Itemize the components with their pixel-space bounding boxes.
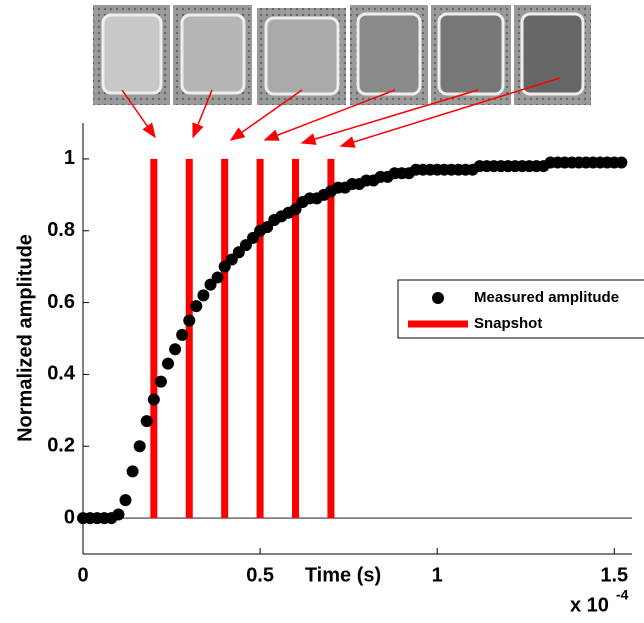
arrow [121, 89, 156, 139]
data-point [162, 357, 175, 370]
data-point [140, 415, 153, 428]
plot-area: 0 0.2 0.4 0.6 0.8 1 0 0.5 1 1.5 [47, 123, 632, 586]
arrow [229, 89, 303, 141]
y-tick-label: 0.8 [47, 219, 75, 241]
data-point [147, 393, 160, 406]
legend-box [397, 279, 644, 339]
snapshot-image [173, 5, 252, 105]
arrow [192, 89, 213, 139]
legend-marker [432, 292, 444, 304]
x-tick-label: 1 [432, 564, 443, 586]
arrows [121, 77, 561, 148]
arrow [263, 89, 396, 141]
data-point [154, 375, 167, 388]
snapshot-image [514, 5, 591, 105]
x-multiplier-exponent: -4 [616, 587, 629, 603]
y-axis-label: Normalized amplitude [14, 234, 36, 442]
data-point [176, 328, 189, 341]
arrow [339, 77, 561, 148]
legend-label: Snapshot [474, 315, 542, 332]
x-tick-label: 0 [77, 564, 88, 586]
data-point [211, 271, 224, 284]
snapshot-image [93, 5, 170, 105]
data-point [190, 300, 203, 313]
y-tick-label: 1 [64, 147, 75, 169]
data-point [126, 465, 139, 478]
x-axis-label: Time (s) [305, 564, 381, 586]
data-point [112, 508, 125, 521]
x-tick-label: 0.5 [246, 564, 274, 586]
snapshot-image [257, 8, 346, 105]
x-multiplier: x 10 [570, 594, 609, 616]
data-point [197, 289, 210, 302]
data-point [615, 156, 628, 169]
snapshot-image [350, 5, 428, 105]
data-point [169, 343, 182, 356]
legend: Measured amplitude Snapshot [397, 279, 644, 339]
data-point [183, 314, 196, 327]
x-tick-label: 1.5 [600, 564, 628, 586]
snapshot-images [93, 5, 591, 105]
snapshot-image [431, 5, 511, 105]
y-tick-label: 0.6 [47, 291, 75, 313]
data-point [119, 494, 132, 507]
legend-label: Measured amplitude [474, 289, 619, 306]
y-tick-label: 0.4 [47, 363, 76, 385]
arrow [300, 89, 479, 145]
y-tick-label: 0.2 [47, 435, 75, 457]
y-tick-label: 0 [64, 506, 75, 528]
data-point [133, 440, 146, 453]
